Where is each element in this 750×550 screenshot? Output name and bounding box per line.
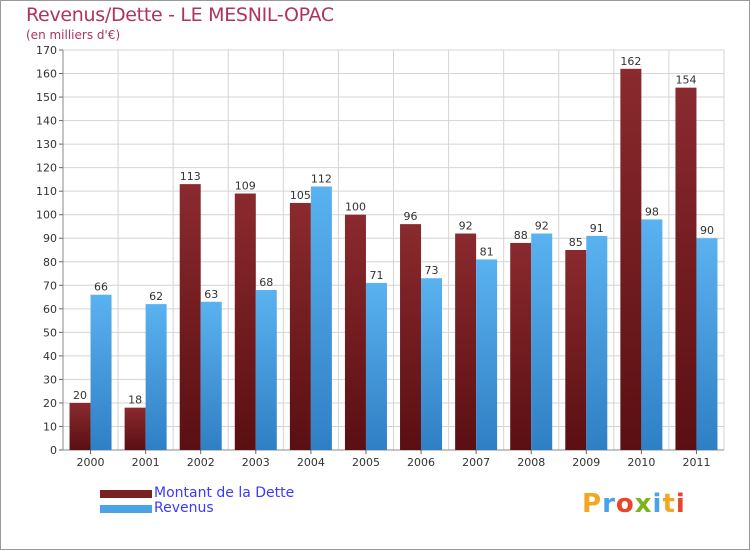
data-label-dette: 113 (180, 170, 201, 183)
bar-revenus (200, 301, 222, 450)
y-tick-label: 70 (43, 279, 57, 292)
data-label-dette: 18 (128, 394, 142, 407)
x-tick-label: 2008 (517, 456, 545, 469)
legend-label-revenus: Revenus (154, 500, 214, 516)
data-label-dette: 20 (73, 389, 87, 402)
bar-revenus (476, 259, 498, 450)
data-label-revenus: 62 (149, 290, 163, 303)
bar-revenus (365, 282, 387, 450)
bar-revenus (421, 278, 443, 450)
logo-letter: x (634, 489, 653, 519)
data-label-dette: 92 (459, 220, 473, 233)
bar-dette (455, 233, 477, 450)
y-tick-label: 120 (36, 162, 57, 175)
y-tick-label: 80 (43, 256, 57, 269)
bar-revenus (310, 186, 332, 450)
x-tick-label: 2007 (462, 456, 490, 469)
data-label-dette: 105 (290, 189, 311, 202)
data-label-revenus: 92 (535, 220, 549, 233)
data-label-dette: 109 (235, 180, 256, 193)
logo-letter: o (615, 489, 635, 519)
bar-dette (179, 184, 201, 450)
bar-revenus (696, 238, 718, 450)
data-label-dette: 88 (514, 229, 528, 242)
legend: Montant de la Dette Revenus (100, 486, 294, 516)
bar-revenus (586, 235, 608, 450)
legend-swatch-revenus (100, 504, 152, 513)
data-label-revenus: 81 (480, 245, 494, 258)
y-tick-label: 140 (36, 115, 57, 128)
proxiti-logo: Proxiti (582, 489, 686, 519)
data-label-revenus: 90 (700, 224, 714, 237)
x-tick-label: 2006 (407, 456, 435, 469)
bar-dette (400, 224, 422, 450)
legend-item-revenus: Revenus (100, 501, 294, 516)
bar-revenus (145, 304, 167, 450)
data-label-dette: 100 (345, 201, 366, 214)
x-tick-label: 2002 (187, 456, 215, 469)
bar-revenus (255, 290, 277, 450)
y-tick-label: 40 (43, 350, 57, 363)
data-label-dette: 154 (675, 74, 696, 87)
chart-title: Revenus/Dette - LE MESNIL-OPAC (26, 4, 334, 26)
legend-label-dette: Montant de la Dette (154, 485, 295, 501)
x-tick-label: 2009 (572, 456, 600, 469)
bar-dette (620, 68, 642, 450)
y-tick-label: 0 (50, 444, 57, 457)
y-tick-label: 100 (36, 209, 57, 222)
logo-letter: t (662, 489, 676, 519)
y-tick-label: 150 (36, 91, 57, 104)
data-label-revenus: 68 (259, 276, 273, 289)
data-label-revenus: 98 (645, 205, 659, 218)
y-tick-label: 90 (43, 232, 57, 245)
logo-letter: i (675, 489, 686, 519)
data-label-revenus: 91 (590, 222, 604, 235)
bar-dette (344, 214, 366, 450)
chart-subtitle: (en milliers d'€) (26, 28, 121, 42)
x-tick-label: 2011 (682, 456, 710, 469)
data-label-dette: 85 (569, 236, 583, 249)
y-tick-label: 30 (43, 373, 57, 386)
x-tick-label: 2004 (297, 456, 325, 469)
data-label-revenus: 112 (311, 172, 332, 185)
bar-dette (289, 202, 311, 450)
y-tick-label: 50 (43, 326, 57, 339)
legend-item-dette: Montant de la Dette (100, 486, 294, 501)
bar-dette (675, 87, 697, 450)
y-tick-label: 10 (43, 420, 57, 433)
x-tick-label: 2005 (352, 456, 380, 469)
x-tick-label: 2001 (132, 456, 160, 469)
bar-dette (565, 250, 587, 450)
y-tick-label: 170 (36, 44, 57, 57)
x-tick-label: 2003 (242, 456, 270, 469)
bar-revenus (531, 233, 553, 450)
y-tick-label: 160 (36, 68, 57, 81)
logo-letter: P (582, 489, 603, 519)
data-label-revenus: 63 (204, 288, 218, 301)
bar-dette (69, 402, 91, 450)
data-label-revenus: 66 (94, 281, 108, 294)
data-label-revenus: 71 (369, 269, 383, 282)
y-tick-label: 110 (36, 185, 57, 198)
bar-dette (234, 193, 256, 450)
data-label-revenus: 73 (425, 264, 439, 277)
bar-revenus (90, 294, 112, 450)
data-label-dette: 162 (620, 55, 641, 68)
legend-swatch-dette (100, 489, 152, 498)
y-tick-label: 130 (36, 138, 57, 151)
bar-dette (124, 407, 146, 450)
logo-letter: r (602, 489, 616, 519)
x-tick-label: 2000 (77, 456, 105, 469)
logo-letter: i (652, 489, 663, 519)
y-tick-label: 20 (43, 397, 57, 410)
data-label-dette: 96 (404, 210, 418, 223)
bar-dette (510, 242, 532, 450)
x-tick-label: 2010 (627, 456, 655, 469)
bar-revenus (641, 219, 663, 450)
y-tick-label: 60 (43, 303, 57, 316)
